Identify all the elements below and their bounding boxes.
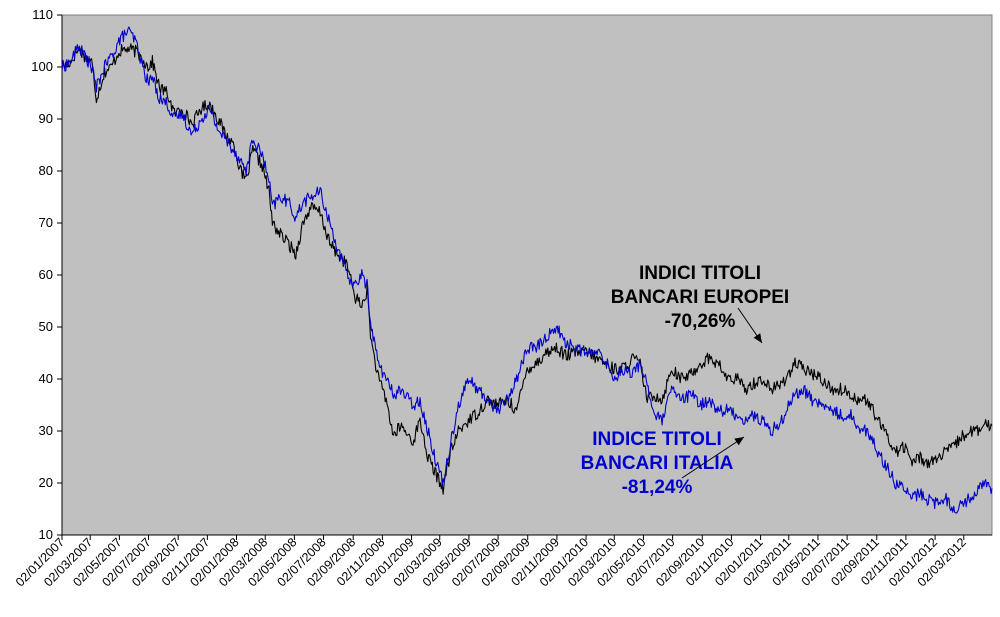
series-line-europe xyxy=(61,43,993,495)
x-axis: 02/01/200702/03/200702/05/200702/07/2007… xyxy=(13,534,992,589)
y-tick-label: 100 xyxy=(31,59,53,74)
annotation-arrow-head xyxy=(734,437,744,446)
y-tick-label: 90 xyxy=(39,111,53,126)
y-tick-label: 60 xyxy=(39,267,53,282)
annotation-arrow-head xyxy=(753,333,762,343)
y-tick-label: 10 xyxy=(39,527,53,542)
y-tick-label: 20 xyxy=(39,475,53,490)
annotation-arrow-line xyxy=(681,436,745,479)
plot-area xyxy=(61,14,993,536)
y-tick-label: 80 xyxy=(39,163,53,178)
annotation-text-line: BANCARI EUROPEI xyxy=(611,287,789,308)
annotation-text-line: -81,24% xyxy=(622,477,693,498)
series-layer xyxy=(61,26,993,514)
annotation-text-line: INDICI TITOLI xyxy=(639,263,761,284)
y-tick-label: 110 xyxy=(32,7,53,22)
y-tick-label: 30 xyxy=(39,423,53,438)
y-tick-label: 40 xyxy=(39,371,53,386)
y-tick-label: 50 xyxy=(39,319,53,334)
annotation-layer: INDICI TITOLI BANCARI EUROPEI -70,26% INDIC… xyxy=(581,263,790,498)
annotation-text-line: BANCARI ITALIA xyxy=(581,453,734,474)
annotation-text-line: -70,26% xyxy=(665,311,736,332)
series-line-italy xyxy=(61,26,993,514)
annotation-text-line: INDICE TITOLI xyxy=(592,429,721,450)
y-tick-label: 70 xyxy=(39,215,53,230)
y-axis: 10 20 30 40 50 60 70 80 90 100 110 xyxy=(31,7,63,542)
